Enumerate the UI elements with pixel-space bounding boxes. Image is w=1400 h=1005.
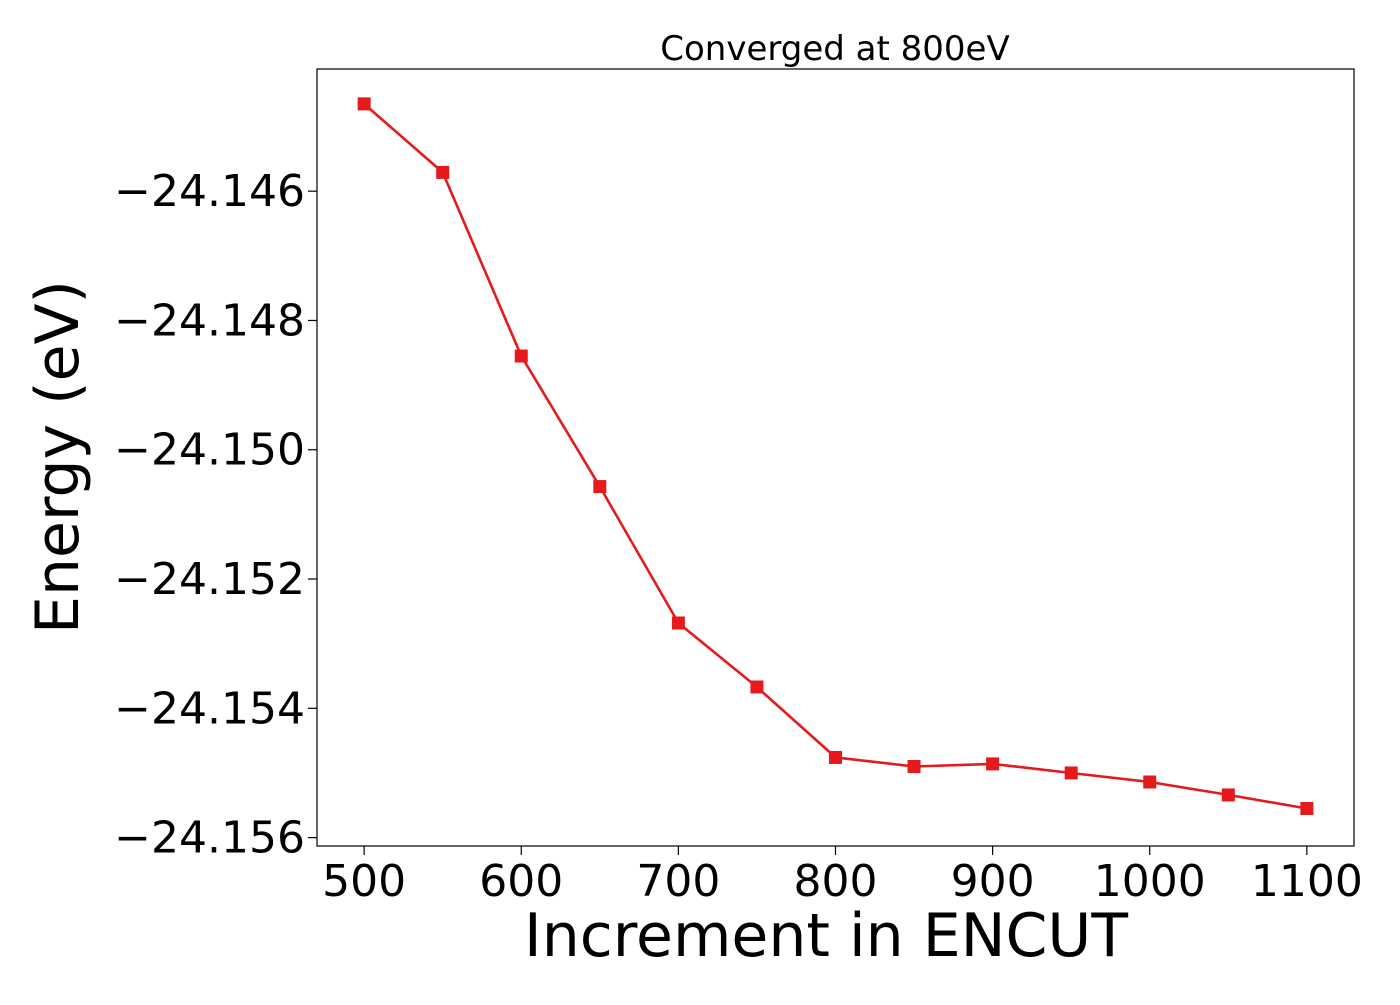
data-point — [829, 750, 842, 764]
y-tick-label: −24.146 — [114, 166, 305, 217]
x-axis: 500 600 700 800 900 1000 1100 — [322, 846, 1363, 907]
data-point — [1143, 775, 1157, 789]
data-point — [750, 680, 764, 694]
y-axis-label: Energy (eV) — [23, 280, 93, 634]
data-point — [671, 616, 685, 630]
x-axis-label: Increment in ENCUT — [524, 901, 1128, 971]
x-tick-label: 1100 — [1251, 856, 1363, 907]
x-tick-label: 900 — [951, 856, 1035, 907]
data-point — [1300, 802, 1314, 816]
data-point — [357, 97, 371, 111]
x-tick-label: 700 — [636, 856, 720, 907]
data-point — [436, 165, 450, 179]
data-point — [1064, 766, 1078, 780]
y-axis: −24.146 −24.148 −24.150 −24.152 −24.154 −24.1… — [114, 166, 317, 864]
y-tick-label: −24.154 — [114, 683, 305, 734]
data-point — [593, 480, 607, 494]
y-tick-label: −24.150 — [114, 425, 305, 476]
x-tick-label: 800 — [794, 856, 878, 907]
y-tick-label: −24.152 — [114, 554, 305, 605]
x-tick-label: 500 — [322, 856, 406, 907]
data-series — [357, 97, 1314, 816]
y-tick-label: −24.156 — [114, 813, 305, 864]
x-tick-label: 600 — [479, 856, 563, 907]
data-point — [1221, 788, 1235, 802]
series-line — [363, 102, 1308, 810]
data-point — [907, 759, 921, 773]
x-tick-label: 1000 — [1094, 856, 1206, 907]
y-tick-label: −24.148 — [114, 295, 305, 346]
data-point — [514, 349, 528, 363]
chart-title: Converged at 800eV — [660, 29, 1009, 69]
data-point — [986, 757, 1000, 771]
plot-frame — [316, 68, 1355, 847]
